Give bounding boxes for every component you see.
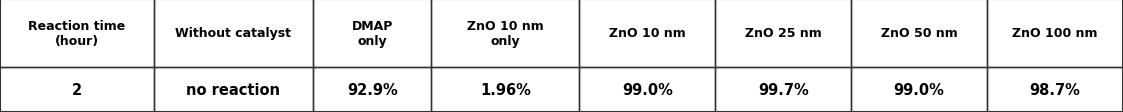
Text: 99.7%: 99.7% (758, 82, 809, 97)
Bar (154, 67, 313, 112)
Text: 2: 2 (72, 82, 82, 97)
Text: ZnO 10 nm
only: ZnO 10 nm only (467, 20, 544, 47)
Text: 99.0%: 99.0% (894, 82, 944, 97)
Bar (431, 67, 579, 112)
Bar (431, 0, 579, 67)
Bar (313, 0, 431, 67)
Bar (0, 67, 154, 112)
Text: ZnO 25 nm: ZnO 25 nm (745, 27, 822, 40)
Bar (987, 0, 1123, 67)
Text: 1.96%: 1.96% (480, 82, 531, 97)
Bar (987, 67, 1123, 112)
Text: 92.9%: 92.9% (347, 82, 398, 97)
Text: ZnO 10 nm: ZnO 10 nm (609, 27, 685, 40)
Bar (715, 0, 851, 67)
Bar (851, 67, 987, 112)
Bar (579, 67, 715, 112)
Text: Reaction time
(hour): Reaction time (hour) (28, 20, 126, 47)
Bar (154, 0, 313, 67)
Bar (0, 0, 154, 67)
Bar (715, 67, 851, 112)
Text: 99.0%: 99.0% (622, 82, 673, 97)
Text: Without catalyst: Without catalyst (175, 27, 292, 40)
Bar (851, 0, 987, 67)
Bar (313, 67, 431, 112)
Bar (579, 0, 715, 67)
Text: no reaction: no reaction (186, 82, 281, 97)
Text: ZnO 50 nm: ZnO 50 nm (880, 27, 958, 40)
Text: DMAP
only: DMAP only (351, 20, 393, 47)
Text: 98.7%: 98.7% (1030, 82, 1080, 97)
Text: ZnO 100 nm: ZnO 100 nm (1012, 27, 1098, 40)
